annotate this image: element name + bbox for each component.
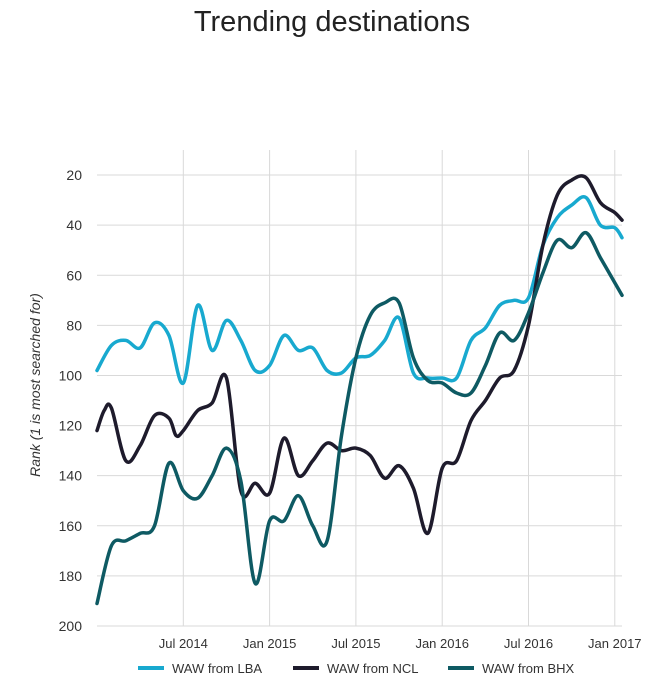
x-tick-label: Jan 2016 <box>415 636 469 651</box>
grid-lines <box>97 150 622 627</box>
y-tick-label: 160 <box>59 518 83 534</box>
x-axis-ticks: Jul 2014 Jan 2015 Jul 2015 Jan 2016 Jul 2016… <box>159 636 642 651</box>
y-tick-label: 100 <box>59 367 83 383</box>
legend-label: WAW from BHX <box>482 661 575 676</box>
x-tick-label: Jul 2015 <box>331 636 380 651</box>
series-line-waw-from-bhx <box>95 230 624 606</box>
y-axis-label: Rank (1 is most searched for) <box>27 293 43 477</box>
y-tick-label: 180 <box>59 568 83 584</box>
y-tick-label: 120 <box>59 418 83 434</box>
y-tick-label: 140 <box>59 468 83 484</box>
series-line-waw-from-ncl <box>95 174 624 536</box>
y-tick-label: 40 <box>66 217 82 233</box>
legend: WAW from LBA WAW from NCL WAW from BHX <box>138 661 575 676</box>
x-tick-label: Jan 2017 <box>588 636 642 651</box>
legend-label: WAW from NCL <box>327 661 418 676</box>
x-tick-label: Jan 2015 <box>243 636 297 651</box>
y-tick-label: 200 <box>59 618 83 634</box>
series-lines <box>95 174 624 606</box>
x-tick-label: Jul 2016 <box>504 636 553 651</box>
y-axis-ticks: 20 40 60 80 100 120 140 160 180 200 <box>59 167 83 634</box>
y-tick-label: 80 <box>66 317 82 333</box>
x-tick-label: Jul 2014 <box>159 636 208 651</box>
y-tick-label: 60 <box>66 267 82 283</box>
chart-title: Trending destinations <box>193 6 471 38</box>
legend-label: WAW from LBA <box>172 661 262 676</box>
y-tick-label: 20 <box>66 167 82 183</box>
